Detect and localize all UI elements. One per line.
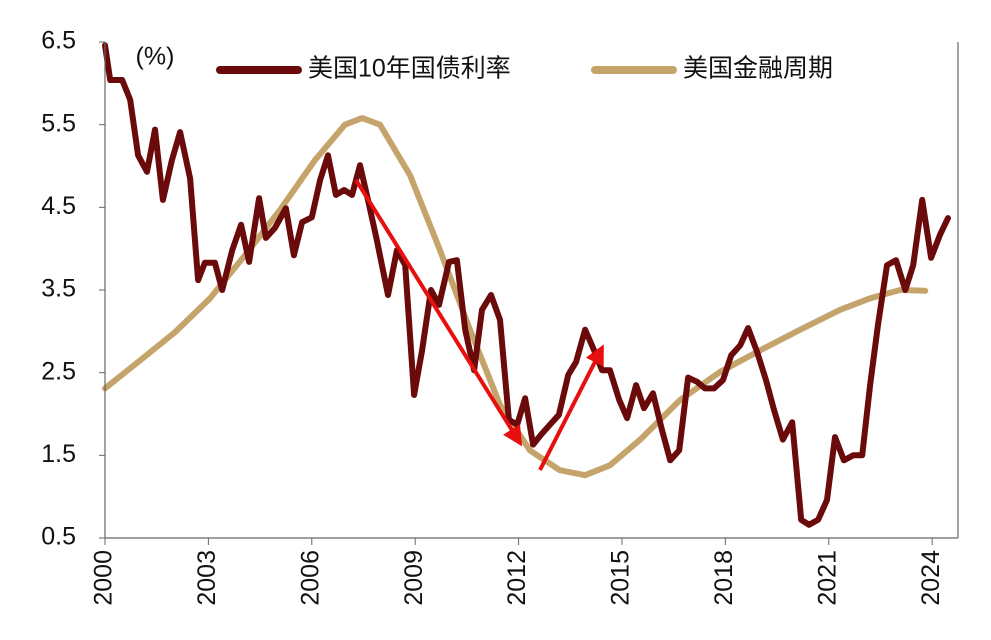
- y-tick-label: 3.5: [41, 275, 76, 303]
- x-tick-label: 2012: [503, 550, 531, 606]
- line-series: [102, 115, 929, 479]
- y-tick-label: 4.5: [41, 192, 76, 220]
- y-tick-label: 5.5: [41, 109, 76, 137]
- arrow: [354, 178, 523, 447]
- line-series: [102, 42, 951, 528]
- y-tick-label: 0.5: [41, 523, 76, 551]
- y-axis-label: (%): [136, 43, 175, 71]
- x-tick-label: 2021: [813, 550, 841, 606]
- x-tick-label: 2015: [607, 550, 635, 606]
- y-tick-label: 1.5: [41, 440, 76, 468]
- y-tick-label: 6.5: [41, 27, 76, 55]
- x-tick-label: 2018: [710, 550, 738, 606]
- x-tick-label: 2024: [917, 550, 945, 606]
- x-tick-label: 2006: [296, 550, 324, 606]
- arrow: [538, 344, 604, 471]
- y-tick-label: 2.5: [41, 357, 76, 385]
- legend-label: 美国10年国债利率: [308, 55, 511, 83]
- legend-label: 美国金融周期: [683, 55, 833, 83]
- x-tick-label: 2000: [90, 550, 118, 606]
- x-tick-label: 2003: [193, 550, 221, 606]
- x-tick-label: 2009: [400, 550, 428, 606]
- plot-area: [102, 42, 951, 528]
